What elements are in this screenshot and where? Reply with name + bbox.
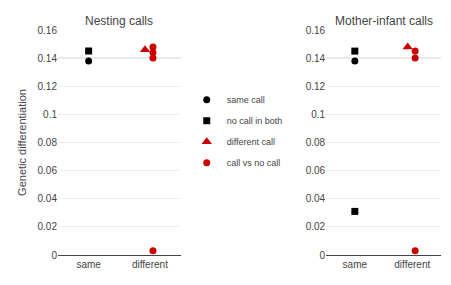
svg-text:0.1: 0.1 (311, 109, 325, 120)
svg-text:different call: different call (227, 137, 275, 147)
svg-text:different: different (394, 259, 430, 270)
svg-text:0.02: 0.02 (306, 221, 326, 232)
svg-text:Genetic differentiation: Genetic differentiation (16, 89, 28, 196)
svg-text:same call: same call (227, 95, 265, 105)
svg-text:0: 0 (51, 250, 57, 261)
svg-text:0.12: 0.12 (306, 81, 326, 92)
svg-text:0.08: 0.08 (38, 137, 58, 148)
svg-text:Nesting calls: Nesting calls (85, 14, 153, 28)
svg-text:0.12: 0.12 (38, 81, 58, 92)
svg-text:0.04: 0.04 (306, 193, 326, 204)
svg-text:0.14: 0.14 (306, 53, 326, 64)
svg-text:same: same (343, 259, 368, 270)
svg-text:0.16: 0.16 (306, 25, 326, 36)
svg-text:different: different (132, 259, 168, 270)
svg-text:0.04: 0.04 (38, 193, 58, 204)
svg-text:0.06: 0.06 (38, 165, 58, 176)
svg-text:0.06: 0.06 (306, 165, 326, 176)
svg-text:0.14: 0.14 (38, 53, 58, 64)
svg-text:same: same (76, 259, 101, 270)
svg-text:no call in both: no call in both (227, 116, 283, 126)
svg-text:0.1: 0.1 (43, 109, 57, 120)
svg-text:0.16: 0.16 (38, 25, 58, 36)
svg-text:0: 0 (320, 250, 326, 261)
svg-text:0.02: 0.02 (38, 221, 58, 232)
svg-text:Mother-infant calls: Mother-infant calls (335, 14, 433, 28)
svg-text:call vs no call: call vs no call (227, 158, 281, 168)
svg-text:0.08: 0.08 (306, 137, 326, 148)
